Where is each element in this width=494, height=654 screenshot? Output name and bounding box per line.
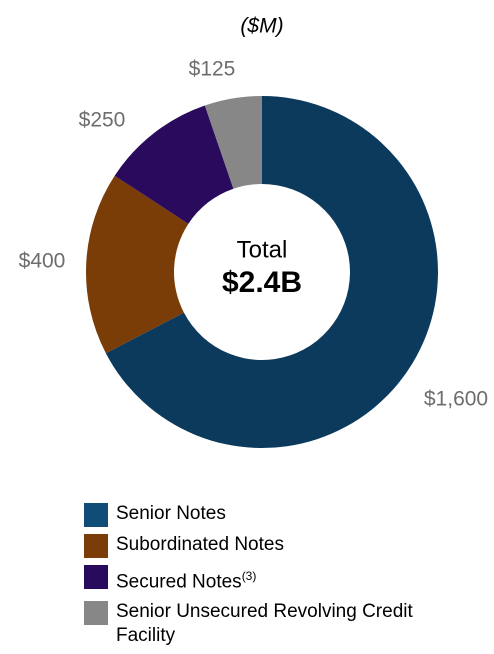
slice <box>204 96 262 189</box>
center-label: Total <box>237 236 288 263</box>
data-label: $1,600 <box>424 388 488 411</box>
slice <box>85 175 189 354</box>
subtitle: ($M) <box>240 15 283 38</box>
legend-swatch <box>84 565 108 589</box>
legend-swatch <box>84 534 108 558</box>
slice <box>114 105 234 224</box>
chart: ($M) Total $2.4B $1,600 $400 $250 $125 <box>19 15 488 448</box>
legend-text: Senior Notes <box>116 502 414 526</box>
legend-label: Subordinated Notes <box>116 534 284 555</box>
legend-swatch <box>84 503 108 527</box>
legend-text: Senior Unsecured Revolving Credit Facili… <box>116 600 414 648</box>
legend: Senior Notes Subordinated Notes Secured No… <box>84 502 414 654</box>
slices <box>85 96 439 448</box>
legend-item: Subordinated Notes <box>84 533 414 558</box>
legend-label: Senior Unsecured Revolving Credit Facili… <box>116 601 413 647</box>
legend-text: Subordinated Notes <box>116 533 414 557</box>
center-value: $2.4B <box>222 266 302 299</box>
legend-item: Secured Notes(3) <box>84 564 414 594</box>
slice <box>105 96 439 448</box>
data-label: $400 <box>19 250 66 273</box>
legend-swatch <box>84 601 108 626</box>
legend-label: Secured Notes <box>116 571 242 593</box>
legend-text: Secured Notes(3) <box>116 564 414 594</box>
footnote-mark: (3) <box>241 569 257 583</box>
legend-item: Senior Unsecured Revolving Credit Facili… <box>84 600 414 648</box>
legend-label: Senior Notes <box>116 503 226 524</box>
data-label: $125 <box>189 58 236 81</box>
data-label: $250 <box>79 109 126 132</box>
legend-item: Senior Notes <box>84 502 414 527</box>
